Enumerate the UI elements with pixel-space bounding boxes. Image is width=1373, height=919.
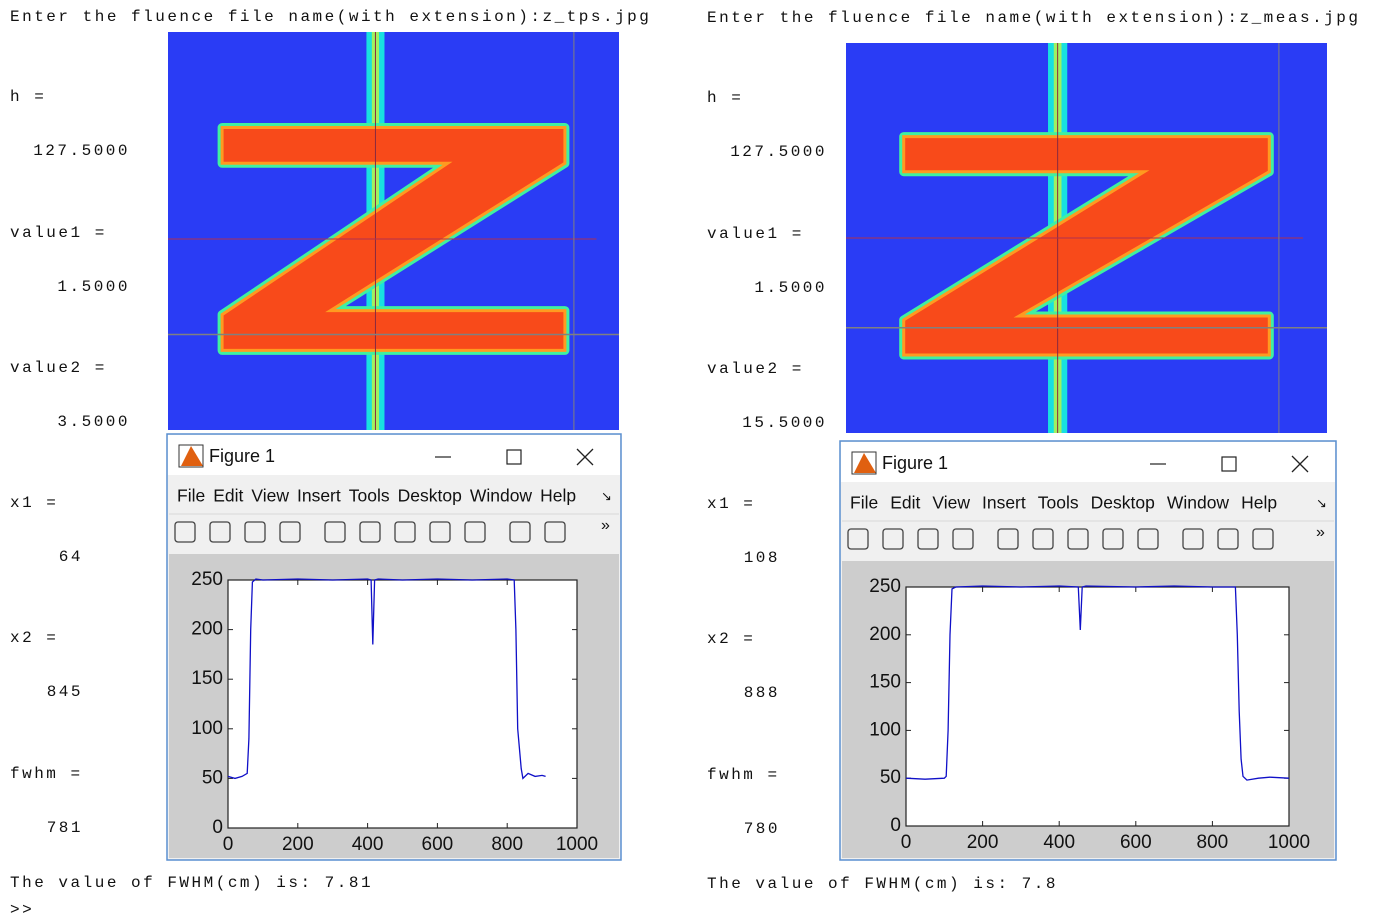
console-line: 1.5000 xyxy=(57,278,130,296)
console-line: 780 xyxy=(744,820,780,838)
x-tick-label: 200 xyxy=(282,834,314,855)
menu-item[interactable]: Window xyxy=(470,486,533,506)
menu-item[interactable]: Desktop xyxy=(398,486,462,506)
menu-overflow: ↘ xyxy=(1316,495,1327,510)
x-tick-label: 800 xyxy=(491,834,523,855)
menu-overflow: ↘ xyxy=(601,488,612,503)
console-line: 3.5000 xyxy=(57,413,130,431)
y-tick-label: 0 xyxy=(890,815,901,836)
console-line: The value of FWHM(cm) is: 7.81 xyxy=(10,874,373,892)
menu-item[interactable]: View xyxy=(251,486,289,506)
menu-item[interactable]: Tools xyxy=(349,486,390,506)
y-tick-label: 0 xyxy=(212,817,223,838)
console-line: x1 = xyxy=(707,495,755,513)
console-line: The value of FWHM(cm) is: 7.8 xyxy=(707,875,1058,893)
console-line: 127.5000 xyxy=(730,143,827,161)
x-tick-label: 600 xyxy=(422,834,454,855)
y-tick-label: 100 xyxy=(869,719,901,740)
axes xyxy=(228,580,577,828)
menu-item[interactable]: Desktop xyxy=(1091,493,1155,513)
menu-item[interactable]: Edit xyxy=(213,486,243,506)
console-line: x2 = xyxy=(10,629,58,647)
console-line: 1.5000 xyxy=(754,279,827,297)
console-line: 108 xyxy=(744,549,780,567)
console-line: >> xyxy=(10,901,34,919)
console-line: fwhm = xyxy=(10,765,83,783)
x-tick-label: 600 xyxy=(1120,832,1152,853)
y-tick-label: 250 xyxy=(869,576,901,597)
console-line: 64 xyxy=(59,548,83,566)
menu-item[interactable]: Edit xyxy=(890,493,920,513)
console-line: Enter the fluence file name(with extensi… xyxy=(10,8,651,26)
menu-item[interactable]: Window xyxy=(1167,493,1230,513)
console-line: 15.5000 xyxy=(742,414,827,432)
y-tick-label: 150 xyxy=(869,672,901,693)
y-tick-label: 50 xyxy=(202,767,223,788)
x-tick-label: 200 xyxy=(967,832,999,853)
console-line: Enter the fluence file name(with extensi… xyxy=(707,9,1360,27)
x-tick-label: 0 xyxy=(223,834,234,855)
x-tick-label: 400 xyxy=(1043,832,1075,853)
menu-item[interactable]: Tools xyxy=(1038,493,1079,513)
menu-item[interactable]: Help xyxy=(540,486,576,506)
x-tick-label: 1000 xyxy=(556,834,598,855)
console-line: 781 xyxy=(47,819,83,837)
x-tick-label: 1000 xyxy=(1268,832,1310,853)
menu-item[interactable]: File xyxy=(850,493,878,513)
menu-item[interactable]: Insert xyxy=(982,493,1026,513)
x-tick-label: 800 xyxy=(1197,832,1229,853)
y-tick-label: 250 xyxy=(191,569,223,590)
menu-item[interactable]: Help xyxy=(1241,493,1277,513)
console-line: 845 xyxy=(47,683,83,701)
toolbar-overflow: » xyxy=(601,517,610,534)
y-tick-label: 200 xyxy=(191,619,223,640)
console-line: value1 = xyxy=(10,224,107,242)
console-line: x2 = xyxy=(707,630,755,648)
x-tick-label: 400 xyxy=(352,834,384,855)
y-tick-label: 150 xyxy=(191,668,223,689)
window-title: Figure 1 xyxy=(209,446,275,466)
axes xyxy=(906,587,1289,826)
x-tick-label: 0 xyxy=(901,832,912,853)
console-line: h = xyxy=(10,88,46,106)
console-line: fwhm = xyxy=(707,766,780,784)
window-title: Figure 1 xyxy=(882,453,948,473)
console-line: 127.5000 xyxy=(33,142,130,160)
console-line: x1 = xyxy=(10,494,58,512)
screenshot: Enter the fluence file name(with extensi… xyxy=(0,0,1373,919)
console-line: value1 = xyxy=(707,225,804,243)
console-line: 888 xyxy=(744,684,780,702)
menu-item[interactable]: View xyxy=(932,493,970,513)
menu-item[interactable]: Insert xyxy=(297,486,341,506)
y-tick-label: 50 xyxy=(880,767,901,788)
y-tick-label: 200 xyxy=(869,624,901,645)
y-tick-label: 100 xyxy=(191,718,223,739)
console-line: value2 = xyxy=(707,360,804,378)
menu-item[interactable]: File xyxy=(177,486,205,506)
console-line: h = xyxy=(707,89,743,107)
toolbar-overflow: » xyxy=(1316,524,1325,541)
console-line: value2 = xyxy=(10,359,107,377)
